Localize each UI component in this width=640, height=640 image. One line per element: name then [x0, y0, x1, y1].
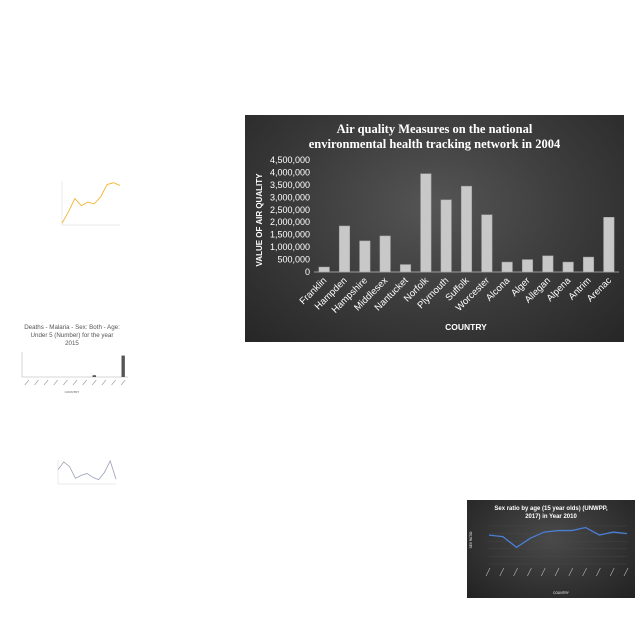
malaria-title-line-3: 2015 — [65, 340, 79, 347]
bar — [318, 266, 330, 273]
bar — [359, 240, 371, 273]
malaria-deaths-chart-svg: Deaths - Malaria - Sex: Both - Age: Unde… — [21, 324, 128, 394]
sex-ratio-chart: Sex ratio by age (15 year olds) (UNWPP, … — [467, 500, 635, 598]
x-tick-mark — [540, 567, 546, 577]
mini-line-chart-orange-svg — [61, 181, 121, 226]
x-tick-mark — [82, 379, 87, 386]
malaria-title-line-1: Deaths - Malaria - Sex: Both - Age: — [24, 324, 120, 331]
malaria-title-line-2: Under 5 (Number) for the year — [31, 332, 114, 339]
x-tick-mark — [609, 567, 615, 577]
bar — [603, 216, 615, 273]
y-tick-label: 4,500,000 — [270, 155, 310, 165]
y-tick-label: 3,000,000 — [270, 192, 310, 202]
x-tick-mark — [554, 567, 560, 577]
y-tick-label: 2,500,000 — [270, 205, 310, 215]
x-tick-mark — [53, 379, 59, 386]
y-tick-label: 500,000 — [277, 255, 310, 265]
x-tick-mark — [24, 379, 30, 386]
sex-ratio-chart-svg: Sex ratio by age (15 year olds) (UNWPP, … — [469, 506, 629, 595]
sex-ratio-title-line-2: 2017) in Year 2010 — [525, 514, 577, 520]
x-tick-mark — [485, 567, 491, 577]
malaria-deaths-chart: Deaths - Malaria - Sex: Both - Age: Unde… — [8, 322, 136, 396]
malaria-x-axis-label: COUNTRY — [65, 390, 80, 394]
mini-line-chart-gray — [48, 450, 120, 498]
bar — [379, 235, 391, 273]
x-tick-mark — [596, 567, 601, 577]
bar — [92, 375, 96, 377]
y-tick-label: 4,000,000 — [270, 167, 310, 177]
bar — [562, 261, 574, 273]
y-tick-label: 1,500,000 — [270, 230, 310, 240]
y-tick-label: 1,000,000 — [270, 242, 310, 252]
x-tick-mark — [43, 379, 49, 386]
y-tick-label: 0 — [305, 267, 310, 277]
series-line — [57, 459, 117, 481]
bar — [399, 264, 412, 273]
y-axis-label: VALUE OF AIR QUALITY — [255, 173, 264, 267]
bar — [582, 256, 595, 273]
y-tick-label: 2,000,000 — [270, 217, 310, 227]
x-tick-mark — [72, 379, 78, 386]
x-tick-mark — [120, 379, 126, 386]
x-tick-mark — [582, 567, 587, 577]
mini-line-chart-gray-svg — [57, 459, 117, 485]
bar — [121, 355, 125, 377]
sex-ratio-x-axis-label: COUNTRY — [553, 591, 570, 595]
bar — [440, 199, 452, 273]
x-tick-mark — [101, 379, 107, 386]
bar — [338, 225, 351, 273]
x-tick-mark — [111, 379, 116, 386]
x-tick-mark — [527, 567, 532, 577]
bar — [501, 261, 513, 273]
x-tick-mark — [91, 379, 97, 386]
bar — [420, 173, 432, 273]
series-line — [61, 182, 121, 224]
air-quality-chart-svg: Air quality Measures on the national env… — [255, 122, 619, 332]
x-tick-mark — [513, 567, 518, 577]
bar — [521, 259, 534, 273]
bar — [542, 255, 554, 273]
x-tick-mark — [623, 567, 629, 577]
sex-ratio-title-line-1: Sex ratio by age (15 year olds) (UNWPP, — [494, 506, 608, 512]
chart-title-line-2: environmental health tracking network in… — [309, 137, 561, 151]
mini-line-chart-orange — [50, 175, 124, 235]
series-line — [488, 526, 628, 549]
chart-title-line-1: Air quality Measures on the national — [337, 122, 533, 136]
x-tick-mark — [34, 379, 39, 386]
bar — [460, 185, 473, 273]
x-tick-mark — [63, 379, 68, 386]
x-tick-mark — [568, 567, 574, 577]
y-tick-label: 3,500,000 — [270, 180, 310, 190]
x-tick-label: Alcona — [484, 275, 513, 304]
x-tick-mark — [499, 567, 505, 577]
sex-ratio-y-axis-label: SEX RATIO — [469, 531, 473, 548]
x-axis-label: COUNTRY — [445, 322, 487, 332]
air-quality-chart: Air quality Measures on the national env… — [245, 115, 624, 342]
bar — [481, 214, 493, 273]
